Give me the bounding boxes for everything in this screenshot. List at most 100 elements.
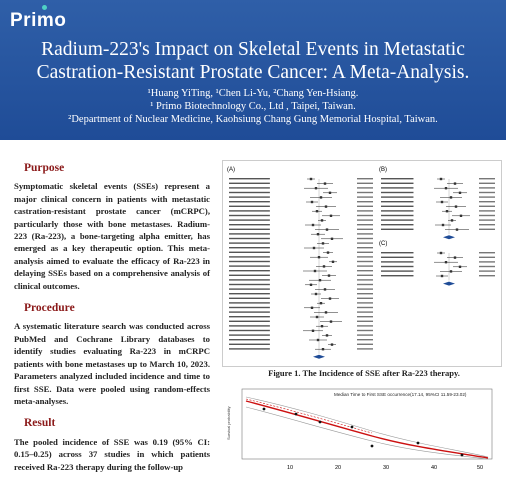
forest-row-text (229, 306, 270, 309)
forest-row-value (479, 196, 495, 198)
km-point (294, 412, 298, 416)
forest-row-value (479, 187, 495, 189)
forest-point (323, 288, 327, 291)
forest-row-value (357, 306, 373, 309)
km-y-label: Survival probability (226, 406, 231, 440)
forest-point (331, 260, 335, 263)
forest-row-value (357, 293, 373, 295)
forest-point (312, 246, 316, 250)
km-point (416, 441, 420, 445)
primo-logo: Primo (10, 10, 67, 31)
forest-point (316, 338, 320, 342)
forest-row-text (381, 228, 414, 230)
forest-row-text (229, 283, 270, 286)
forest-point (317, 256, 321, 259)
forest-point (329, 320, 333, 323)
forest-point (329, 214, 333, 217)
forest-point (313, 269, 317, 273)
forest-point (309, 283, 313, 286)
forest-point (321, 348, 325, 351)
forest-row-value (357, 297, 373, 299)
forest-row-text (229, 233, 270, 235)
forest-point (444, 187, 448, 190)
forest-row-text (229, 334, 270, 336)
forest-point (318, 279, 322, 282)
forest-row-text (229, 210, 270, 212)
forest-point (439, 177, 443, 181)
forest-c-rows (381, 251, 495, 286)
forest-point (441, 223, 445, 227)
km-plot: Median Time to First SSE occurrence(17.1… (222, 385, 500, 475)
forest-point (453, 182, 457, 185)
km-title: Median Time to First SSE occurrence(17.1… (334, 392, 467, 397)
forest-row-value (479, 178, 495, 180)
forest-row-value (357, 320, 373, 322)
forest-row-text (229, 224, 270, 226)
forest-row-value (357, 334, 373, 336)
figure-caption: Figure 1. The Incidence of SSE after Ra-… (268, 368, 460, 378)
forest-point (440, 274, 444, 278)
forest-row-value (479, 270, 495, 272)
panel-c-label: (C) (379, 241, 387, 247)
forest-row-text (229, 178, 270, 180)
forest-row-value (357, 233, 373, 235)
forest-row-text (229, 325, 270, 327)
forest-row-value (357, 210, 373, 212)
forest-row-text (229, 279, 270, 281)
procedure-heading: Procedure (24, 302, 75, 315)
forest-row-text (229, 242, 270, 244)
km-plot-graphic: Median Time to First SSE occurrence(17.1… (226, 388, 493, 471)
x-tick-50: 50 (477, 465, 483, 471)
forest-row-value (357, 302, 373, 304)
forest-row-value (357, 196, 373, 198)
forest-a-rows (229, 177, 373, 359)
affiliation-2: ²Department of Nuclear Medicine, Kaohsiu… (68, 114, 438, 125)
forest-row-value (479, 205, 495, 207)
forest-point (314, 292, 318, 296)
forest-point (310, 306, 314, 309)
forest-row-text (229, 339, 270, 341)
forest-row-text (229, 251, 270, 253)
forest-row-value (357, 205, 373, 207)
forest-point (449, 196, 453, 199)
forest-point (320, 325, 324, 328)
km-point (318, 420, 322, 424)
forest-point (316, 233, 320, 236)
forest-point (321, 242, 325, 245)
km-point (370, 444, 374, 448)
forest-point (330, 237, 334, 240)
forest-row-text (229, 265, 270, 267)
km-frame (241, 388, 493, 460)
forest-point (454, 205, 458, 208)
authors-block: ¹Huang YiTing, ¹Chen Li-Yu, ²Chang Yen-H… (0, 87, 506, 126)
forest-row-text (229, 302, 270, 304)
forest-plot-graphic: (A) (B) (C) (227, 167, 495, 359)
forest-row-text (229, 219, 270, 221)
forest-row-text (229, 247, 270, 249)
forest-row-value (479, 228, 495, 230)
forest-summary-diamond (443, 281, 455, 286)
purpose-heading: Purpose (24, 162, 65, 174)
forest-row-text (381, 275, 414, 277)
forest-row-value (357, 283, 373, 286)
km-main-curve (245, 400, 489, 459)
forest-row-text (381, 219, 414, 221)
forest-row-value (357, 329, 373, 332)
forest-point (322, 265, 326, 268)
forest-point (325, 228, 329, 231)
forest-row-text (381, 191, 414, 194)
forest-row-text (381, 210, 414, 212)
forest-row-value (357, 270, 373, 272)
forest-point (324, 205, 328, 208)
forest-row-value (479, 201, 495, 203)
forest-row-text (381, 252, 414, 254)
forest-row-value (357, 316, 373, 318)
forest-row-value (357, 265, 373, 267)
forest-point (315, 210, 319, 213)
forest-row-value (479, 265, 495, 268)
forest-b-rows (381, 177, 495, 240)
forest-row-value (357, 187, 373, 189)
forest-point (458, 265, 462, 268)
forest-point (440, 200, 444, 204)
forest-point (328, 191, 332, 194)
